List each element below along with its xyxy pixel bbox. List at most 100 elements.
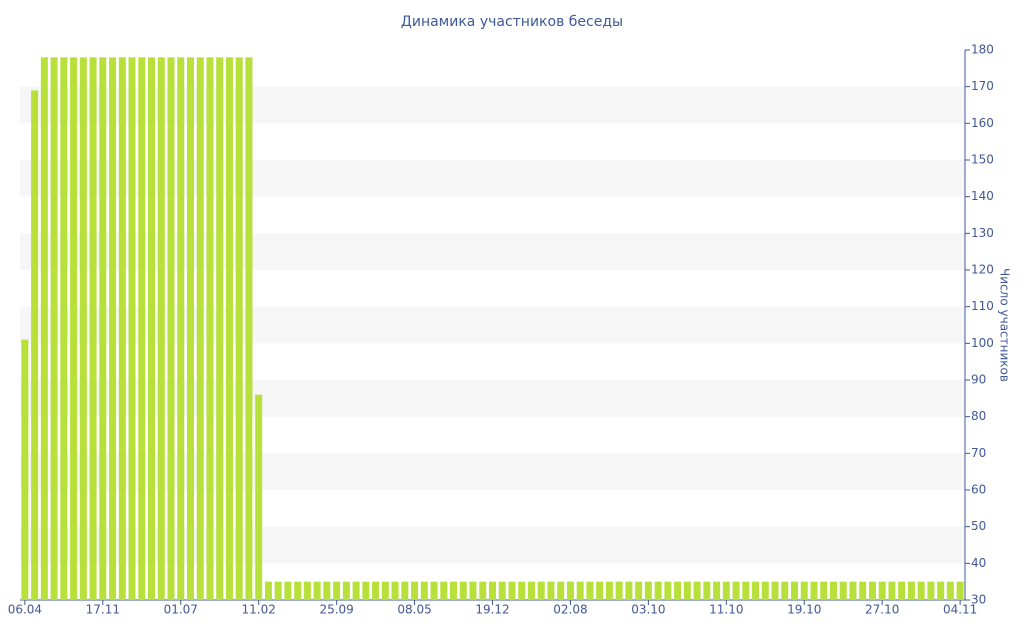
bar [255,394,263,600]
bar [79,57,87,601]
chart-title: Динамика участников беседы [401,14,623,30]
bar [264,581,272,600]
y-tick-label: 120 [971,263,994,277]
bar [303,581,311,600]
bar [791,581,799,600]
bar [177,57,185,601]
bar [635,581,643,600]
bar [878,581,886,600]
y-tick-label: 30 [971,593,986,607]
x-tick-label: 19.12 [475,603,509,617]
bar [586,581,594,600]
bar [907,581,915,600]
bar [810,581,818,600]
bar [732,581,740,600]
bar [479,581,487,600]
bar [148,57,156,601]
y-tick-label: 80 [971,409,986,423]
bar [625,581,633,600]
bar [566,581,574,600]
bar [342,581,350,600]
x-tick-label: 25.09 [319,603,353,617]
bar [186,57,194,601]
bar [167,57,175,601]
bar [937,581,945,600]
bar [196,57,204,601]
bar [800,581,808,600]
bar [742,581,750,600]
bar [235,57,243,601]
y-tick-label: 140 [971,189,994,203]
y-tick-label: 60 [971,483,986,497]
bar [596,581,604,600]
y-tick-label: 150 [971,153,994,167]
y-tick-label: 130 [971,226,994,240]
bar [820,581,828,600]
bar [21,339,29,600]
bar [713,581,721,600]
bar [917,581,925,600]
bar [752,581,760,600]
y-tick-label: 180 [971,43,994,57]
bar [401,581,409,600]
bar [829,581,837,600]
bar [60,57,68,601]
bar [31,90,39,600]
bar [391,581,399,600]
bar [527,581,535,600]
bar [430,581,438,600]
bar [469,581,477,600]
bar [381,581,389,600]
bar [294,581,302,600]
x-tick-label: 17.11 [86,603,120,617]
bar [839,581,847,600]
y-tick-label: 90 [971,373,986,387]
bar [274,581,282,600]
bar [450,581,458,600]
bar [557,581,565,600]
bar [644,581,652,600]
bar [693,581,701,600]
y-tick-label: 40 [971,556,986,570]
bar [70,57,78,601]
bar [703,581,711,600]
bar [664,581,672,600]
bar [313,581,321,600]
bar [888,581,896,600]
bar [771,581,779,600]
bar [411,581,419,600]
bar [372,581,380,600]
x-tick-label: 27.10 [865,603,899,617]
bar [498,581,506,600]
x-tick-label: 02.08 [553,603,587,617]
bar [333,581,341,600]
bar [927,581,935,600]
bar [722,581,730,600]
y-tick-label: 170 [971,79,994,93]
x-tick-label: 08.05 [397,603,431,617]
y-tick-label: 110 [971,299,994,313]
bar [420,581,428,600]
y-tick-label: 100 [971,336,994,350]
x-tick-label: 04.11 [943,603,977,617]
bar [109,57,117,601]
bar [118,57,126,601]
bar [859,581,867,600]
bar [956,581,964,600]
x-tick-label: 06.04 [8,603,42,617]
bar [128,57,136,601]
bar [157,57,165,601]
bar [89,57,97,601]
bar [849,581,857,600]
bar [245,57,253,601]
bar [323,581,331,600]
bar [781,581,789,600]
bar [761,581,769,600]
bar [674,581,682,600]
bar [284,581,292,600]
bar [50,57,58,601]
bar [206,57,214,601]
bar [488,581,497,600]
x-tick-label: 11.10 [709,603,743,617]
